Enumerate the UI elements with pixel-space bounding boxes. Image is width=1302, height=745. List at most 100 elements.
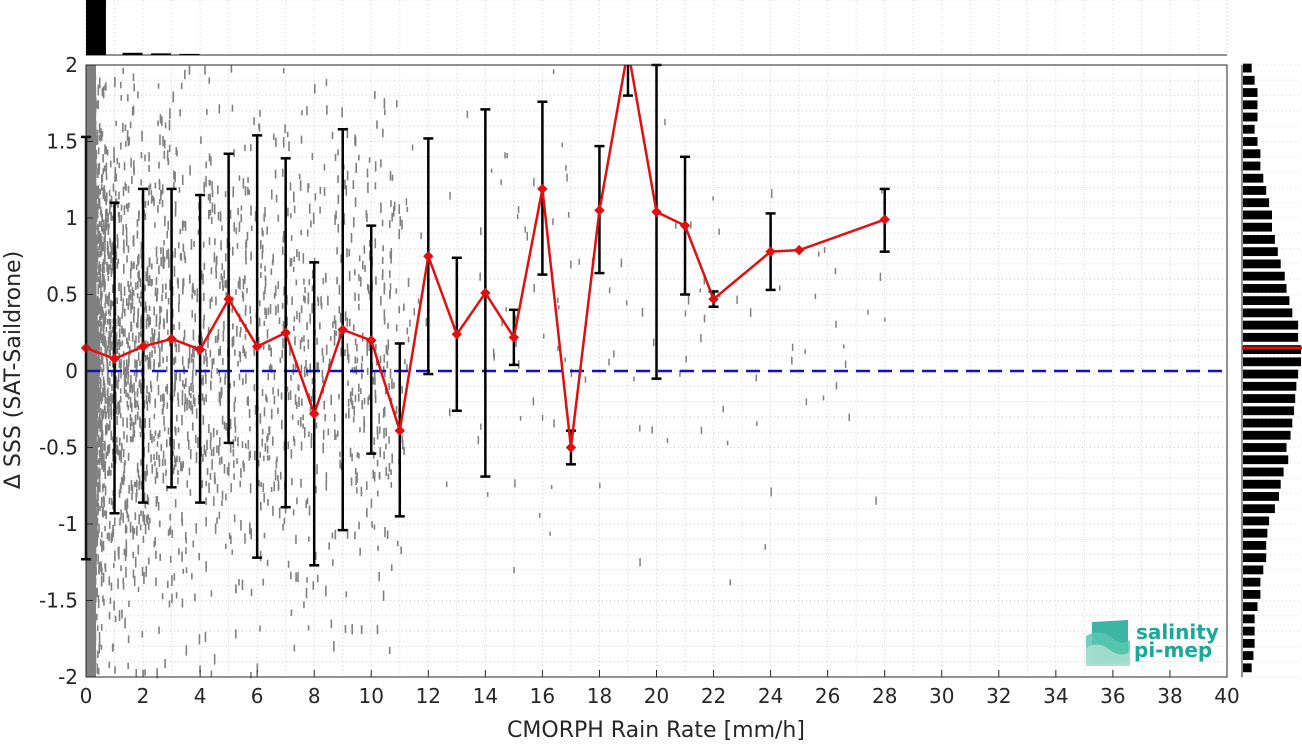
scatter-point <box>151 333 154 342</box>
scatter-point <box>182 277 185 287</box>
y-axis-label: Δ SSS (SAT-Saildrone) <box>1 251 26 489</box>
scatter-point <box>155 316 158 328</box>
scatter-point <box>393 382 395 389</box>
scatter-point <box>106 248 109 255</box>
scatter-point <box>118 400 121 407</box>
scatter-point <box>157 83 160 89</box>
scatter-point <box>190 392 192 399</box>
scatter-point <box>151 434 153 444</box>
scatter-point <box>188 276 191 284</box>
scatter-point <box>179 372 181 382</box>
scatter-point <box>249 306 251 314</box>
scatter-point <box>388 383 390 390</box>
scatter-point <box>316 574 319 583</box>
scatter-point <box>307 339 310 349</box>
scatter-point <box>401 439 404 450</box>
scatter-point <box>182 243 185 252</box>
scatter-point <box>166 402 169 409</box>
scatter-point <box>117 401 119 410</box>
scatter-point <box>240 205 243 211</box>
scatter-point <box>401 386 404 394</box>
scatter-point <box>108 209 111 215</box>
scatter-point <box>181 414 183 426</box>
scatter-point <box>346 343 349 352</box>
scatter-point <box>378 571 380 582</box>
scatter-point <box>259 625 261 632</box>
scatter-point <box>376 120 378 129</box>
scatter-point <box>94 461 97 471</box>
scatter-point <box>204 348 207 356</box>
scatter-point <box>106 261 108 270</box>
scatter-point <box>381 269 384 277</box>
scatter-point <box>187 358 190 369</box>
scatter-point <box>184 532 187 540</box>
x-tick-label: 32 <box>986 684 1011 708</box>
scatter-point <box>277 388 280 397</box>
scatter-point <box>180 253 183 261</box>
scatter-point <box>95 568 97 576</box>
scatter-point <box>121 312 124 320</box>
scatter-point <box>104 233 106 243</box>
right-histogram-bar <box>1243 88 1258 97</box>
scatter-point <box>246 287 248 294</box>
scatter-point <box>94 94 97 104</box>
x-tick-label: 0 <box>80 684 93 708</box>
scatter-point <box>173 439 175 450</box>
scatter-point <box>220 387 223 399</box>
scatter-point <box>161 393 164 402</box>
scatter-point <box>108 189 111 197</box>
scatter-point <box>263 455 265 462</box>
scatter-point <box>181 380 184 387</box>
scatter-point <box>96 380 99 388</box>
scatter-point <box>122 122 124 133</box>
scatter-point <box>127 405 130 411</box>
scatter-point <box>122 512 124 523</box>
scatter-point <box>188 346 191 357</box>
scatter-point <box>625 300 628 306</box>
scatter-point <box>140 248 143 260</box>
right-histogram-bar <box>1243 63 1252 73</box>
scatter-point <box>129 268 132 279</box>
scatter-point <box>108 398 111 408</box>
scatter-point <box>567 212 570 218</box>
scatter-point <box>183 329 186 340</box>
scatter-point <box>352 217 355 228</box>
scatter-point <box>112 524 114 535</box>
scatter-point <box>363 416 365 427</box>
scatter-point <box>97 336 99 346</box>
scatter-point <box>223 464 226 474</box>
scatter-point <box>130 417 133 427</box>
scatter-point <box>141 566 144 577</box>
scatter-point <box>466 110 469 118</box>
scatter-point <box>131 176 133 185</box>
top-histogram-bar <box>86 0 106 55</box>
scatter-point <box>263 320 266 326</box>
scatter-point <box>277 484 280 490</box>
scatter-point <box>239 332 241 338</box>
scatter-point <box>265 308 267 319</box>
right-histogram-bar <box>1243 124 1255 134</box>
scatter-point <box>391 453 394 464</box>
scatter-point <box>552 69 555 75</box>
scatter-point <box>514 315 517 322</box>
scatter-point <box>385 344 388 355</box>
scatter-point <box>274 469 277 481</box>
scatter-point <box>164 215 166 227</box>
scatter-point <box>564 357 566 363</box>
scatter-point <box>132 73 135 82</box>
scatter-point <box>202 241 205 248</box>
scatter-point <box>167 220 170 231</box>
scatter-point <box>200 377 203 385</box>
scatter-point <box>122 477 124 485</box>
scatter-point <box>153 329 156 336</box>
wave-logo-icon <box>1086 620 1130 666</box>
scatter-point <box>94 654 97 665</box>
right-histogram-bar <box>1243 541 1267 550</box>
scatter-point <box>94 328 97 336</box>
scatter-point <box>124 124 127 132</box>
scatter-point <box>214 523 217 534</box>
scatter-point <box>221 263 224 270</box>
scatter-point <box>116 234 119 241</box>
scatter-point <box>260 272 262 278</box>
scatter-point <box>265 394 267 401</box>
